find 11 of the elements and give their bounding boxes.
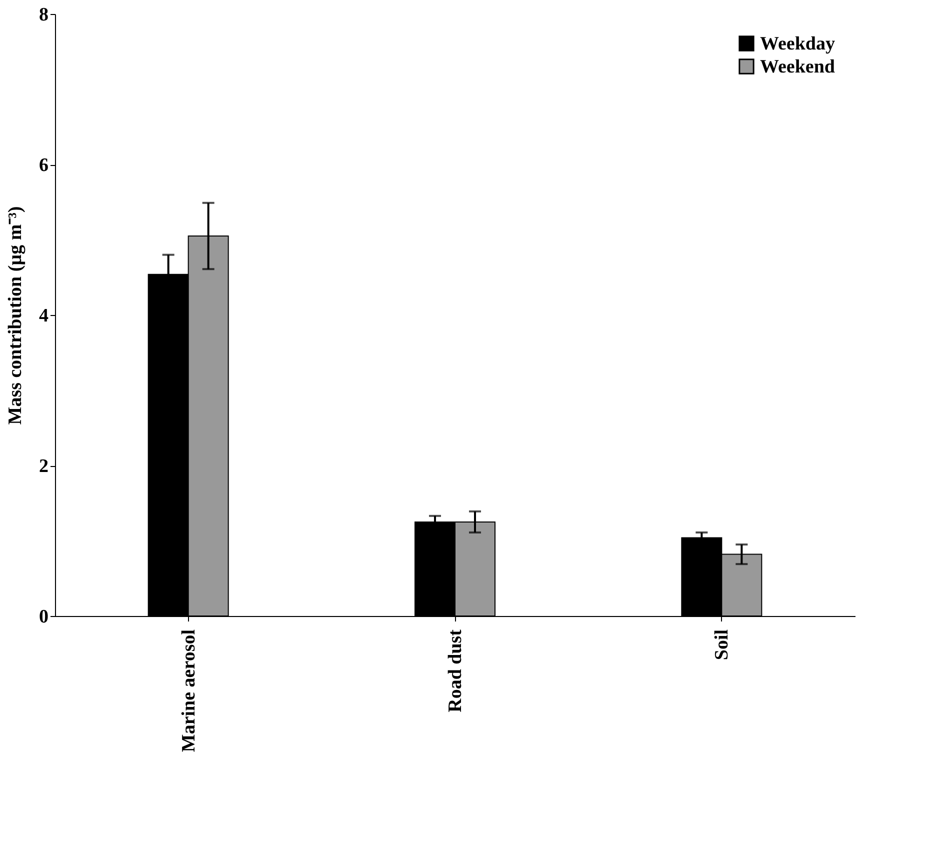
- y-axis-title: Mass contribution (µg m⁻³): [5, 206, 26, 425]
- y-tick-label: 2: [39, 456, 48, 477]
- x-tick-label: Marine aerosol: [178, 630, 200, 752]
- y-tick-label: 6: [39, 155, 48, 176]
- y-tick-label: 8: [39, 4, 48, 26]
- x-tick-label: Road dust: [445, 628, 466, 712]
- y-tick-label: 0: [39, 606, 48, 628]
- legend-label: Weekend: [760, 56, 836, 78]
- y-tick-label: 4: [39, 306, 49, 326]
- x-tick-label: Soil: [712, 630, 733, 660]
- legend-label: Weekday: [760, 34, 836, 54]
